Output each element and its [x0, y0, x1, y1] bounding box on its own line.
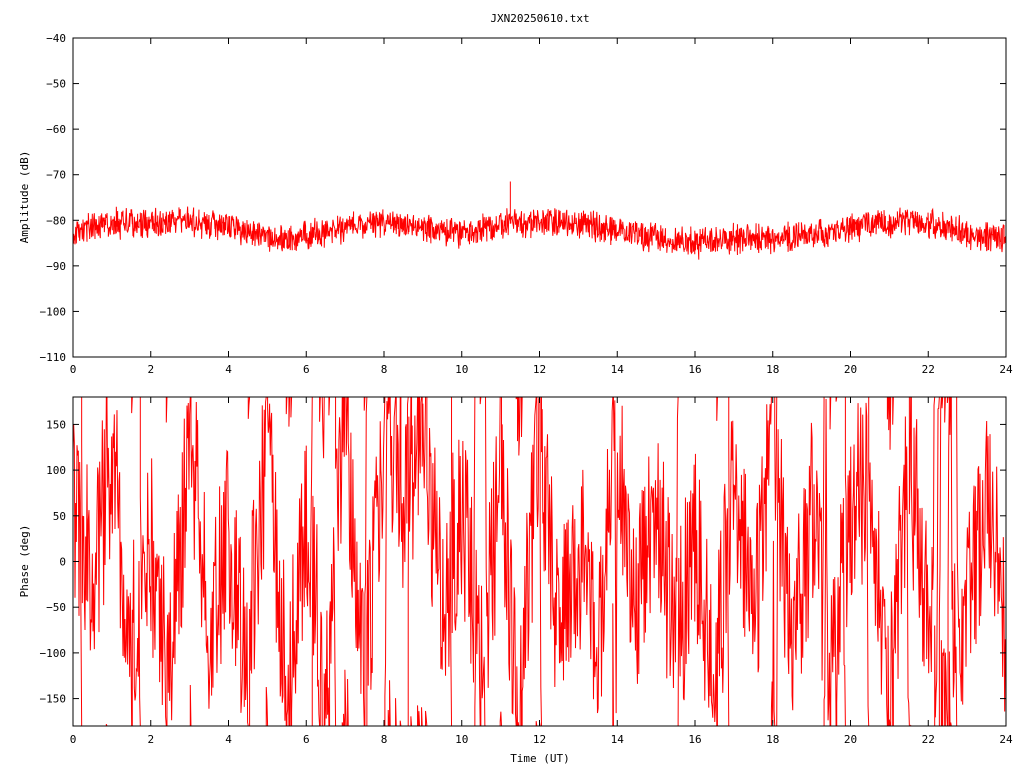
amplitude-series-line — [72, 181, 1007, 260]
x-tick-label: 6 — [303, 733, 310, 746]
amplitude-trace — [72, 181, 1007, 260]
x-tick-label: 2 — [147, 363, 154, 376]
amplitude-chart: 0 2 4 6 8 10 12 14 16 18 20 22 24−40−50−60−70−80−90−… — [18, 32, 1013, 376]
y-tick-label: 50 — [53, 510, 66, 523]
x-tick-label: 16 — [688, 733, 701, 746]
phase-chart: 0 2 4 6 8 10 12 14 16 18 20 22 24150100500−50−100−15… — [18, 396, 1013, 765]
y-tick-label: −70 — [46, 169, 66, 182]
y-tick-label: −150 — [40, 693, 67, 706]
x-tick-label: 8 — [381, 733, 388, 746]
x-tick-label: 6 — [303, 363, 310, 376]
amplitude-plot-frame — [72, 37, 1007, 358]
y-tick-label: −100 — [40, 647, 67, 660]
x-tick-label: 24 — [999, 733, 1013, 746]
y-tick-label: −50 — [46, 601, 66, 614]
y-tick-label: −50 — [46, 78, 66, 91]
x-tick-label: 8 — [381, 363, 388, 376]
x-tick-label: 0 — [70, 363, 77, 376]
x-tick-label: 10 — [455, 733, 468, 746]
x-tick-label: 14 — [611, 363, 625, 376]
y-tick-label: −110 — [40, 351, 67, 364]
x-tick-label: 4 — [225, 363, 232, 376]
phase-y-axis-label: Phase (deg) — [18, 525, 31, 598]
page-title: JXN20250610.txt — [490, 12, 589, 25]
phase-axis-ticks: 0 2 4 6 8 10 12 14 16 18 20 22 24150100500−50−100−15… — [40, 397, 1013, 746]
amplitude-axis-ticks: 0 2 4 6 8 10 12 14 16 18 20 22 24−40−50−60−70−80−90−… — [40, 32, 1013, 376]
x-tick-label: 22 — [922, 363, 935, 376]
phase-x-axis-label: Time (UT) — [510, 752, 570, 765]
x-tick-label: 12 — [533, 363, 546, 376]
amplitude-y-axis-label: Amplitude (dB) — [18, 151, 31, 244]
x-tick-label: 18 — [766, 733, 779, 746]
phase-series-line — [72, 396, 1007, 727]
x-tick-label: 4 — [225, 733, 232, 746]
phase-trace — [72, 396, 1007, 727]
y-tick-label: −100 — [40, 305, 67, 318]
y-tick-label: −40 — [46, 32, 66, 45]
x-tick-label: 12 — [533, 733, 546, 746]
x-tick-label: 0 — [70, 733, 77, 746]
x-tick-label: 18 — [766, 363, 779, 376]
y-tick-label: 0 — [59, 556, 66, 569]
x-tick-label: 24 — [999, 363, 1013, 376]
y-tick-label: −80 — [46, 214, 66, 227]
x-tick-label: 14 — [611, 733, 625, 746]
x-tick-label: 20 — [844, 363, 857, 376]
x-tick-label: 10 — [455, 363, 468, 376]
x-tick-label: 22 — [922, 733, 935, 746]
x-tick-label: 20 — [844, 733, 857, 746]
x-tick-label: 2 — [147, 733, 154, 746]
y-tick-label: −90 — [46, 260, 66, 273]
x-tick-label: 16 — [688, 363, 701, 376]
y-tick-label: −60 — [46, 123, 66, 136]
y-tick-label: 150 — [46, 418, 66, 431]
y-tick-label: 100 — [46, 464, 66, 477]
